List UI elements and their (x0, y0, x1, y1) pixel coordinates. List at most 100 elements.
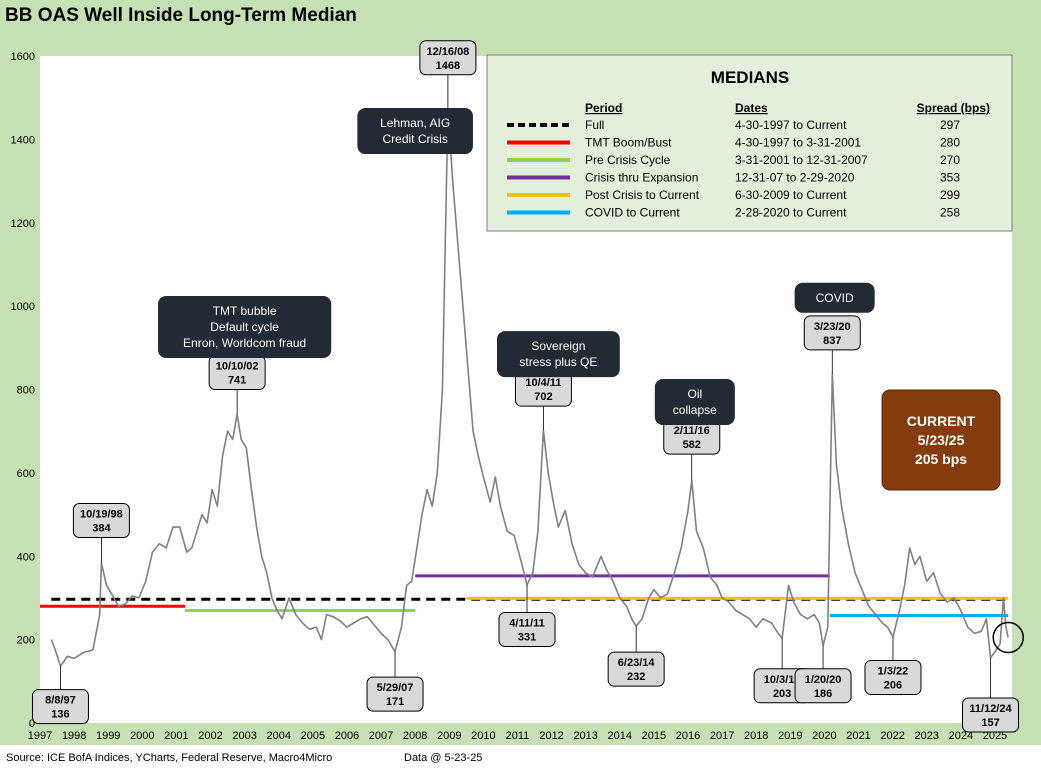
annotation-text: Oil (687, 387, 702, 401)
y-tick-label: 0 (29, 718, 35, 730)
x-tick-label: 2015 (642, 730, 666, 742)
legend-spread: 270 (940, 153, 960, 167)
current-box (881, 389, 1001, 491)
annotation-box (357, 108, 473, 155)
x-tick-label: 2010 (471, 730, 495, 742)
x-tick-label: 2011 (506, 730, 530, 742)
callout-value: 171 (386, 696, 404, 708)
callout-box (31, 689, 89, 725)
callout-value: 384 (92, 522, 111, 534)
x-tick-label: 2014 (608, 730, 632, 742)
x-tick-label: 2016 (676, 730, 700, 742)
legend-period: TMT Boom/Bust (585, 136, 672, 150)
legend-dates: 2-28-2020 to Current (735, 206, 847, 220)
annotation-box (497, 331, 620, 378)
legend-dates: 4-30-1997 to Current (735, 118, 847, 132)
callout-value: 331 (518, 632, 536, 644)
legend-spread: 258 (940, 206, 960, 220)
x-tick-label: 2019 (778, 730, 802, 742)
callout-value: 206 (884, 679, 902, 691)
legend-spread: 353 (940, 171, 960, 185)
legend-spread: 280 (940, 136, 960, 150)
legend-period: Pre Crisis Cycle (585, 153, 671, 167)
y-tick-label: 400 (17, 551, 35, 563)
callout-value: 702 (534, 391, 552, 403)
chart-canvas: 0 200 400 600 800 1000 1200 1400 1600 1997 1998 199… (0, 33, 1041, 745)
callout-box (607, 651, 665, 687)
annotation-text: Credit Crisis (382, 132, 447, 146)
x-tick-label: 2012 (539, 730, 563, 742)
callout-date: 6/23/14 (618, 657, 656, 669)
callout-value: 582 (683, 439, 701, 451)
callout-date: 1/20/20 (805, 674, 842, 686)
callout-date: 8/8/97 (45, 695, 76, 707)
callout-value: 203 (773, 688, 791, 700)
x-tick-label: 2000 (130, 730, 154, 742)
legend-header-period: Period (585, 101, 622, 115)
x-tick-label: 1999 (96, 730, 120, 742)
x-tick-label: 2009 (437, 730, 461, 742)
y-tick-label: 800 (17, 385, 35, 397)
x-tick-label: 2006 (335, 730, 359, 742)
y-tick-label: 1000 (11, 301, 35, 313)
y-tick-label: 1600 (11, 51, 35, 63)
callout-date: 3/23/20 (814, 321, 851, 333)
y-tick-label: 1400 (11, 134, 35, 146)
x-tick-label: 2020 (812, 730, 836, 742)
x-tick-label: 2018 (744, 730, 768, 742)
x-tick-label: 2021 (846, 730, 870, 742)
callout-date: 10/19/98 (80, 508, 123, 520)
callout-value: 1468 (436, 60, 460, 72)
annotation-text: TMT bubble (213, 304, 277, 318)
callout-box (962, 697, 1020, 733)
callout-value: 741 (228, 375, 246, 387)
current-text: CURRENT (907, 413, 976, 429)
callout-date: 10/10/02 (216, 361, 259, 373)
x-tick-label: 2022 (880, 730, 904, 742)
callout-box (794, 668, 852, 704)
x-tick-label: 1998 (62, 730, 86, 742)
current-text: 205 bps (915, 451, 967, 467)
current-text: 5/23/25 (918, 432, 965, 448)
annotation-text: stress plus QE (519, 355, 597, 369)
legend-dates: 12-31-07 to 2-29-2020 (735, 171, 855, 185)
legend-box (486, 54, 1013, 232)
legend-dates: 4-30-1997 to 3-31-2001 (735, 136, 861, 150)
callout-value: 186 (814, 688, 832, 700)
legend-title: MEDIANS (711, 68, 789, 87)
callout-value: 837 (823, 335, 841, 347)
callout-value: 157 (981, 717, 999, 729)
callout-date: 4/11/11 (509, 618, 545, 630)
x-tick-label: 2025 (983, 730, 1007, 742)
x-tick-label: 2024 (949, 730, 973, 742)
callout-box (419, 40, 477, 76)
callout-box (864, 659, 922, 695)
x-tick-label: 2001 (164, 730, 188, 742)
callout-date: 11/12/24 (969, 703, 1012, 715)
callout-date: 10/4/11 (525, 377, 561, 389)
annotation-text: COVID (816, 291, 854, 305)
y-tick-label: 1200 (11, 218, 35, 230)
callout-value: 232 (627, 671, 645, 683)
legend-header-dates: Dates (735, 101, 768, 115)
annotation-box (158, 295, 332, 358)
y-tick-label: 200 (17, 635, 35, 647)
callout-box (366, 676, 424, 712)
x-tick-label: 2002 (198, 730, 222, 742)
x-tick-label: 2005 (301, 730, 325, 742)
legend-dates: 3-31-2001 to 12-31-2007 (735, 153, 868, 167)
x-tick-label: 2008 (403, 730, 427, 742)
callout-date: 10/3/18 (764, 674, 801, 686)
chart-title: BB OAS Well Inside Long-Term Median (5, 5, 357, 26)
callout-box (803, 315, 861, 351)
x-tick-label: 2013 (573, 730, 597, 742)
legend-period: COVID to Current (585, 206, 680, 220)
current-marker (992, 621, 1024, 654)
annotation-text: Sovereign (531, 339, 585, 353)
footer-data-date: Data @ 5-23-25 (404, 752, 483, 764)
legend-period: Full (585, 118, 604, 132)
footer-source: Source: ICE BofA Indices, YCharts, Feder… (6, 752, 333, 764)
callout-box (72, 502, 130, 538)
annotation-text: collapse (673, 403, 717, 417)
